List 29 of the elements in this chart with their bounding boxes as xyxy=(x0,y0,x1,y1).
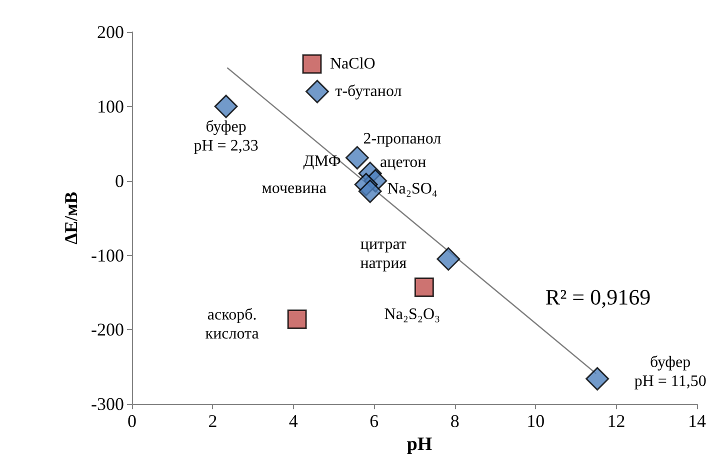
annotation: т-бутанол xyxy=(335,83,402,100)
annotation: Na₂SO₄ xyxy=(387,180,438,198)
annotation: Na₂S₂O₃ xyxy=(384,306,440,323)
x-tick-label: 6 xyxy=(370,411,379,432)
y-axis-title: ΔE/мВ xyxy=(61,192,81,244)
annotation: ацетон xyxy=(380,154,427,171)
x-tick-label: 10 xyxy=(526,411,545,432)
y-tick-label: -300 xyxy=(91,394,124,414)
annotation: буфер pH = 11,50 xyxy=(634,354,706,390)
x-tick-label: 8 xyxy=(450,411,460,432)
annotation: 2-пропанол xyxy=(363,130,442,148)
y-tick-label: -100 xyxy=(91,245,124,266)
annotation: R² = 0,9169 xyxy=(545,284,651,310)
annotation: аскорб. кислота xyxy=(205,306,259,342)
annotation: ДМФ xyxy=(303,153,341,170)
x-tick-label: 4 xyxy=(288,411,298,432)
annotation: буфер pH = 2,33 xyxy=(194,118,258,154)
y-tick-label: 0 xyxy=(115,170,124,191)
x-axis-title: pH xyxy=(406,434,432,455)
x-tick-label: 2 xyxy=(208,411,218,432)
annotation: NaClO xyxy=(330,56,376,72)
y-tick-label: -200 xyxy=(91,320,124,340)
annotation: мочевина xyxy=(262,180,326,197)
y-tick-label: 100 xyxy=(97,96,124,116)
y-tick-label: 200 xyxy=(97,22,124,42)
annotation: цитрат натрия xyxy=(360,236,408,272)
x-tick-label: 14 xyxy=(688,411,706,432)
x-tick-label: 12 xyxy=(607,411,626,432)
x-tick-label: 0 xyxy=(128,411,136,432)
